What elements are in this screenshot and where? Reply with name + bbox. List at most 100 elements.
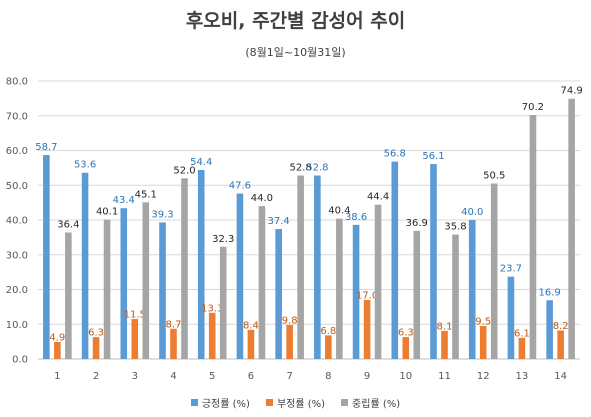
x-tick-label: 11 — [438, 371, 451, 382]
y-tick-label: 40.0 — [6, 216, 28, 227]
bar — [314, 175, 321, 359]
x-tick-label: 1 — [54, 371, 60, 382]
bar — [363, 299, 371, 359]
data-label: 8.1 — [437, 321, 453, 332]
data-label: 52.8 — [306, 163, 328, 174]
bar — [92, 337, 100, 359]
data-label: 40.4 — [328, 206, 350, 217]
data-label: 23.7 — [500, 264, 522, 275]
bar — [120, 208, 128, 359]
data-label: 40.0 — [461, 207, 483, 218]
bar — [546, 300, 553, 359]
bar — [219, 246, 227, 359]
bar — [43, 155, 50, 359]
bar — [352, 224, 360, 359]
data-label: 4.9 — [49, 332, 65, 343]
y-tick-label: 70.0 — [6, 111, 28, 122]
bar — [54, 341, 61, 359]
legend-item: 중립률 (%) — [341, 395, 400, 410]
bar — [402, 337, 410, 359]
data-label: 50.5 — [483, 171, 505, 182]
chart-subtitle: (8월1일~10월31일) — [245, 46, 346, 59]
x-tick-label: 7 — [286, 371, 292, 382]
legend-label: 부정률 (%) — [276, 399, 326, 410]
data-label: 52.0 — [173, 165, 195, 176]
data-label: 40.1 — [96, 207, 118, 218]
bar — [197, 169, 205, 359]
bar — [170, 328, 177, 359]
bar — [413, 230, 421, 359]
data-label: 11.5 — [124, 310, 146, 321]
y-tick-label: 60.0 — [6, 146, 28, 157]
bar — [247, 329, 255, 359]
x-tick-label: 2 — [93, 371, 99, 382]
legend-label: 긍정률 (%) — [201, 399, 250, 410]
data-label: 53.6 — [74, 160, 96, 171]
bar — [568, 98, 575, 359]
y-tick-label: 0.0 — [12, 355, 28, 366]
bar — [275, 229, 282, 359]
y-tick-label: 20.0 — [6, 285, 28, 296]
bar — [297, 175, 304, 359]
chart-title: 후오비, 주간별 감성어 추이 — [185, 10, 406, 32]
data-label: 9.5 — [475, 316, 491, 327]
data-label: 6.8 — [320, 326, 336, 337]
legend-swatch — [265, 399, 273, 406]
bar — [286, 324, 293, 359]
data-label: 52.8 — [290, 163, 312, 174]
data-label: 43.4 — [113, 195, 135, 206]
bar — [208, 312, 216, 359]
bar — [142, 202, 150, 359]
bar — [159, 222, 166, 359]
bar — [518, 337, 526, 359]
bar — [441, 330, 448, 359]
data-label: 56.8 — [384, 149, 406, 160]
data-label: 6.1 — [514, 328, 530, 339]
data-label: 44.4 — [367, 192, 389, 203]
data-label: 17.0 — [356, 290, 378, 301]
y-tick-label: 30.0 — [6, 250, 28, 261]
bar — [391, 161, 399, 359]
data-label: 32.3 — [212, 234, 234, 245]
data-label: 39.3 — [151, 209, 173, 220]
y-tick-label: 80.0 — [6, 77, 28, 88]
bar — [479, 325, 487, 359]
x-tick-label: 12 — [477, 371, 490, 382]
x-tick-label: 4 — [170, 371, 176, 382]
x-tick-label: 9 — [364, 371, 370, 382]
bar — [258, 206, 266, 359]
data-label: 44.0 — [251, 193, 273, 204]
data-label: 35.8 — [444, 222, 466, 233]
x-tick-label: 13 — [516, 371, 529, 382]
data-label: 58.7 — [35, 142, 57, 153]
data-label: 37.4 — [268, 216, 290, 227]
data-label: 8.2 — [553, 321, 569, 332]
x-tick-label: 6 — [248, 371, 254, 382]
legend-swatch — [341, 399, 349, 406]
x-tick-label: 14 — [554, 371, 567, 382]
data-label: 8.4 — [243, 320, 259, 331]
bar — [103, 219, 111, 359]
x-tick-label: 8 — [325, 371, 331, 382]
data-label: 54.4 — [190, 157, 212, 168]
data-label: 45.1 — [135, 189, 157, 200]
data-label: 70.2 — [522, 102, 544, 113]
data-label: 9.8 — [282, 315, 298, 326]
data-label: 8.7 — [166, 319, 182, 330]
bar — [81, 172, 89, 359]
bar — [236, 193, 244, 359]
data-label: 6.3 — [88, 328, 104, 339]
data-label: 36.9 — [406, 218, 428, 229]
bar — [325, 335, 332, 359]
bar — [490, 183, 498, 359]
data-label: 47.6 — [229, 181, 251, 192]
legend-item: 부정률 (%) — [265, 395, 326, 410]
bar — [430, 164, 437, 359]
data-label: 13.3 — [201, 303, 223, 314]
bar — [131, 319, 139, 359]
data-label: 56.1 — [422, 151, 444, 162]
legend-label: 중립률 (%) — [352, 399, 401, 410]
bar — [452, 234, 459, 359]
